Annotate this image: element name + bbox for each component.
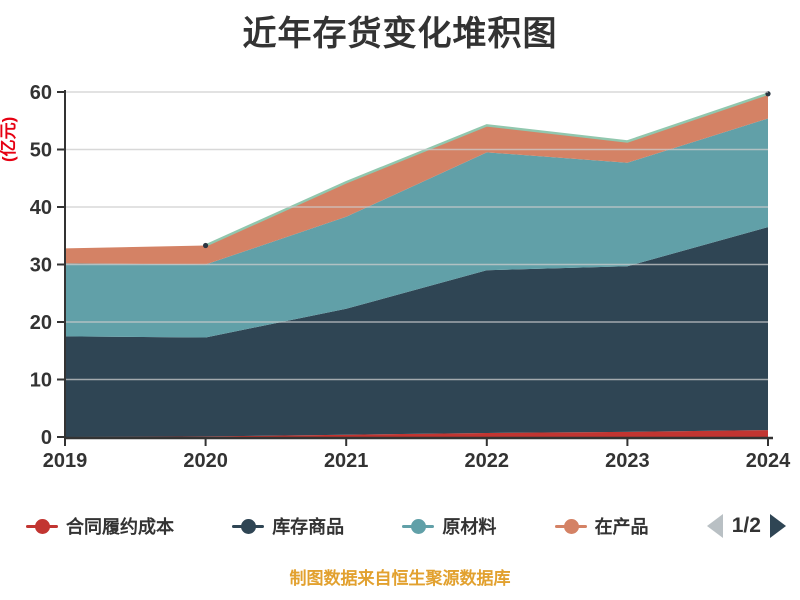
- x-tick-label-2022: 2022: [465, 450, 510, 472]
- area-series-1: [65, 430, 768, 437]
- legend-line-circle-icon: [232, 518, 265, 534]
- top-series-line: [205, 92, 769, 247]
- legend-line-circle-icon: [554, 518, 587, 534]
- y-tick-label-0: 0: [41, 427, 52, 449]
- y-tick-label-40: 40: [30, 197, 52, 219]
- area-series-2: [65, 227, 768, 437]
- y-tick-label-10: 10: [30, 370, 52, 392]
- x-tick-label-2024: 2024: [746, 450, 791, 472]
- x-tick-label-2021: 2021: [324, 450, 369, 472]
- legend-prev-icon[interactable]: [706, 514, 723, 538]
- legend-next-icon[interactable]: [769, 514, 786, 538]
- legend-item-1[interactable]: 合同履约成本: [26, 513, 174, 539]
- legend-item-label: 库存商品: [272, 517, 345, 537]
- y-axis-name: (亿元): [0, 117, 18, 162]
- legend: 合同履约成本 库存商品 原材料 在产品 1/2: [0, 513, 800, 539]
- legend-item-2[interactable]: 库存商品: [232, 513, 344, 539]
- stacked-area-chart: 0 10 20 30 40 50 60 2019 2020 2021 2022 2023 2024 (亿元…: [0, 82, 791, 472]
- y-tick-label-20: 20: [30, 312, 52, 334]
- x-tick-label-2019: 2019: [43, 450, 88, 472]
- x-tick-label-2020: 2020: [183, 450, 228, 472]
- legend-pager: 1/2: [706, 514, 786, 538]
- x-tick-label-2023: 2023: [605, 450, 650, 472]
- legend-item-label: 原材料: [442, 517, 497, 537]
- data-source-caption: 制图数据来自恒生聚源数据库: [289, 569, 511, 588]
- area-series-4: [65, 93, 768, 265]
- top-series-endpoint-dot: [203, 242, 209, 249]
- y-tick-label-30: 30: [30, 255, 52, 277]
- legend-item-label: 在产品: [594, 517, 649, 537]
- legend-item-4[interactable]: 在产品: [554, 513, 649, 539]
- legend-pager-text: 1/2: [731, 514, 761, 537]
- area-series-3: [65, 118, 768, 338]
- y-tick-label-50: 50: [30, 140, 52, 162]
- legend-line-circle-icon: [402, 518, 435, 534]
- legend-item-3[interactable]: 原材料: [402, 513, 496, 539]
- legend-item-label: 合同履约成本: [66, 517, 174, 537]
- y-tick-label-60: 60: [30, 82, 52, 104]
- page-title: 近年存货变化堆积图: [242, 15, 558, 53]
- legend-line-circle-icon: [26, 518, 58, 534]
